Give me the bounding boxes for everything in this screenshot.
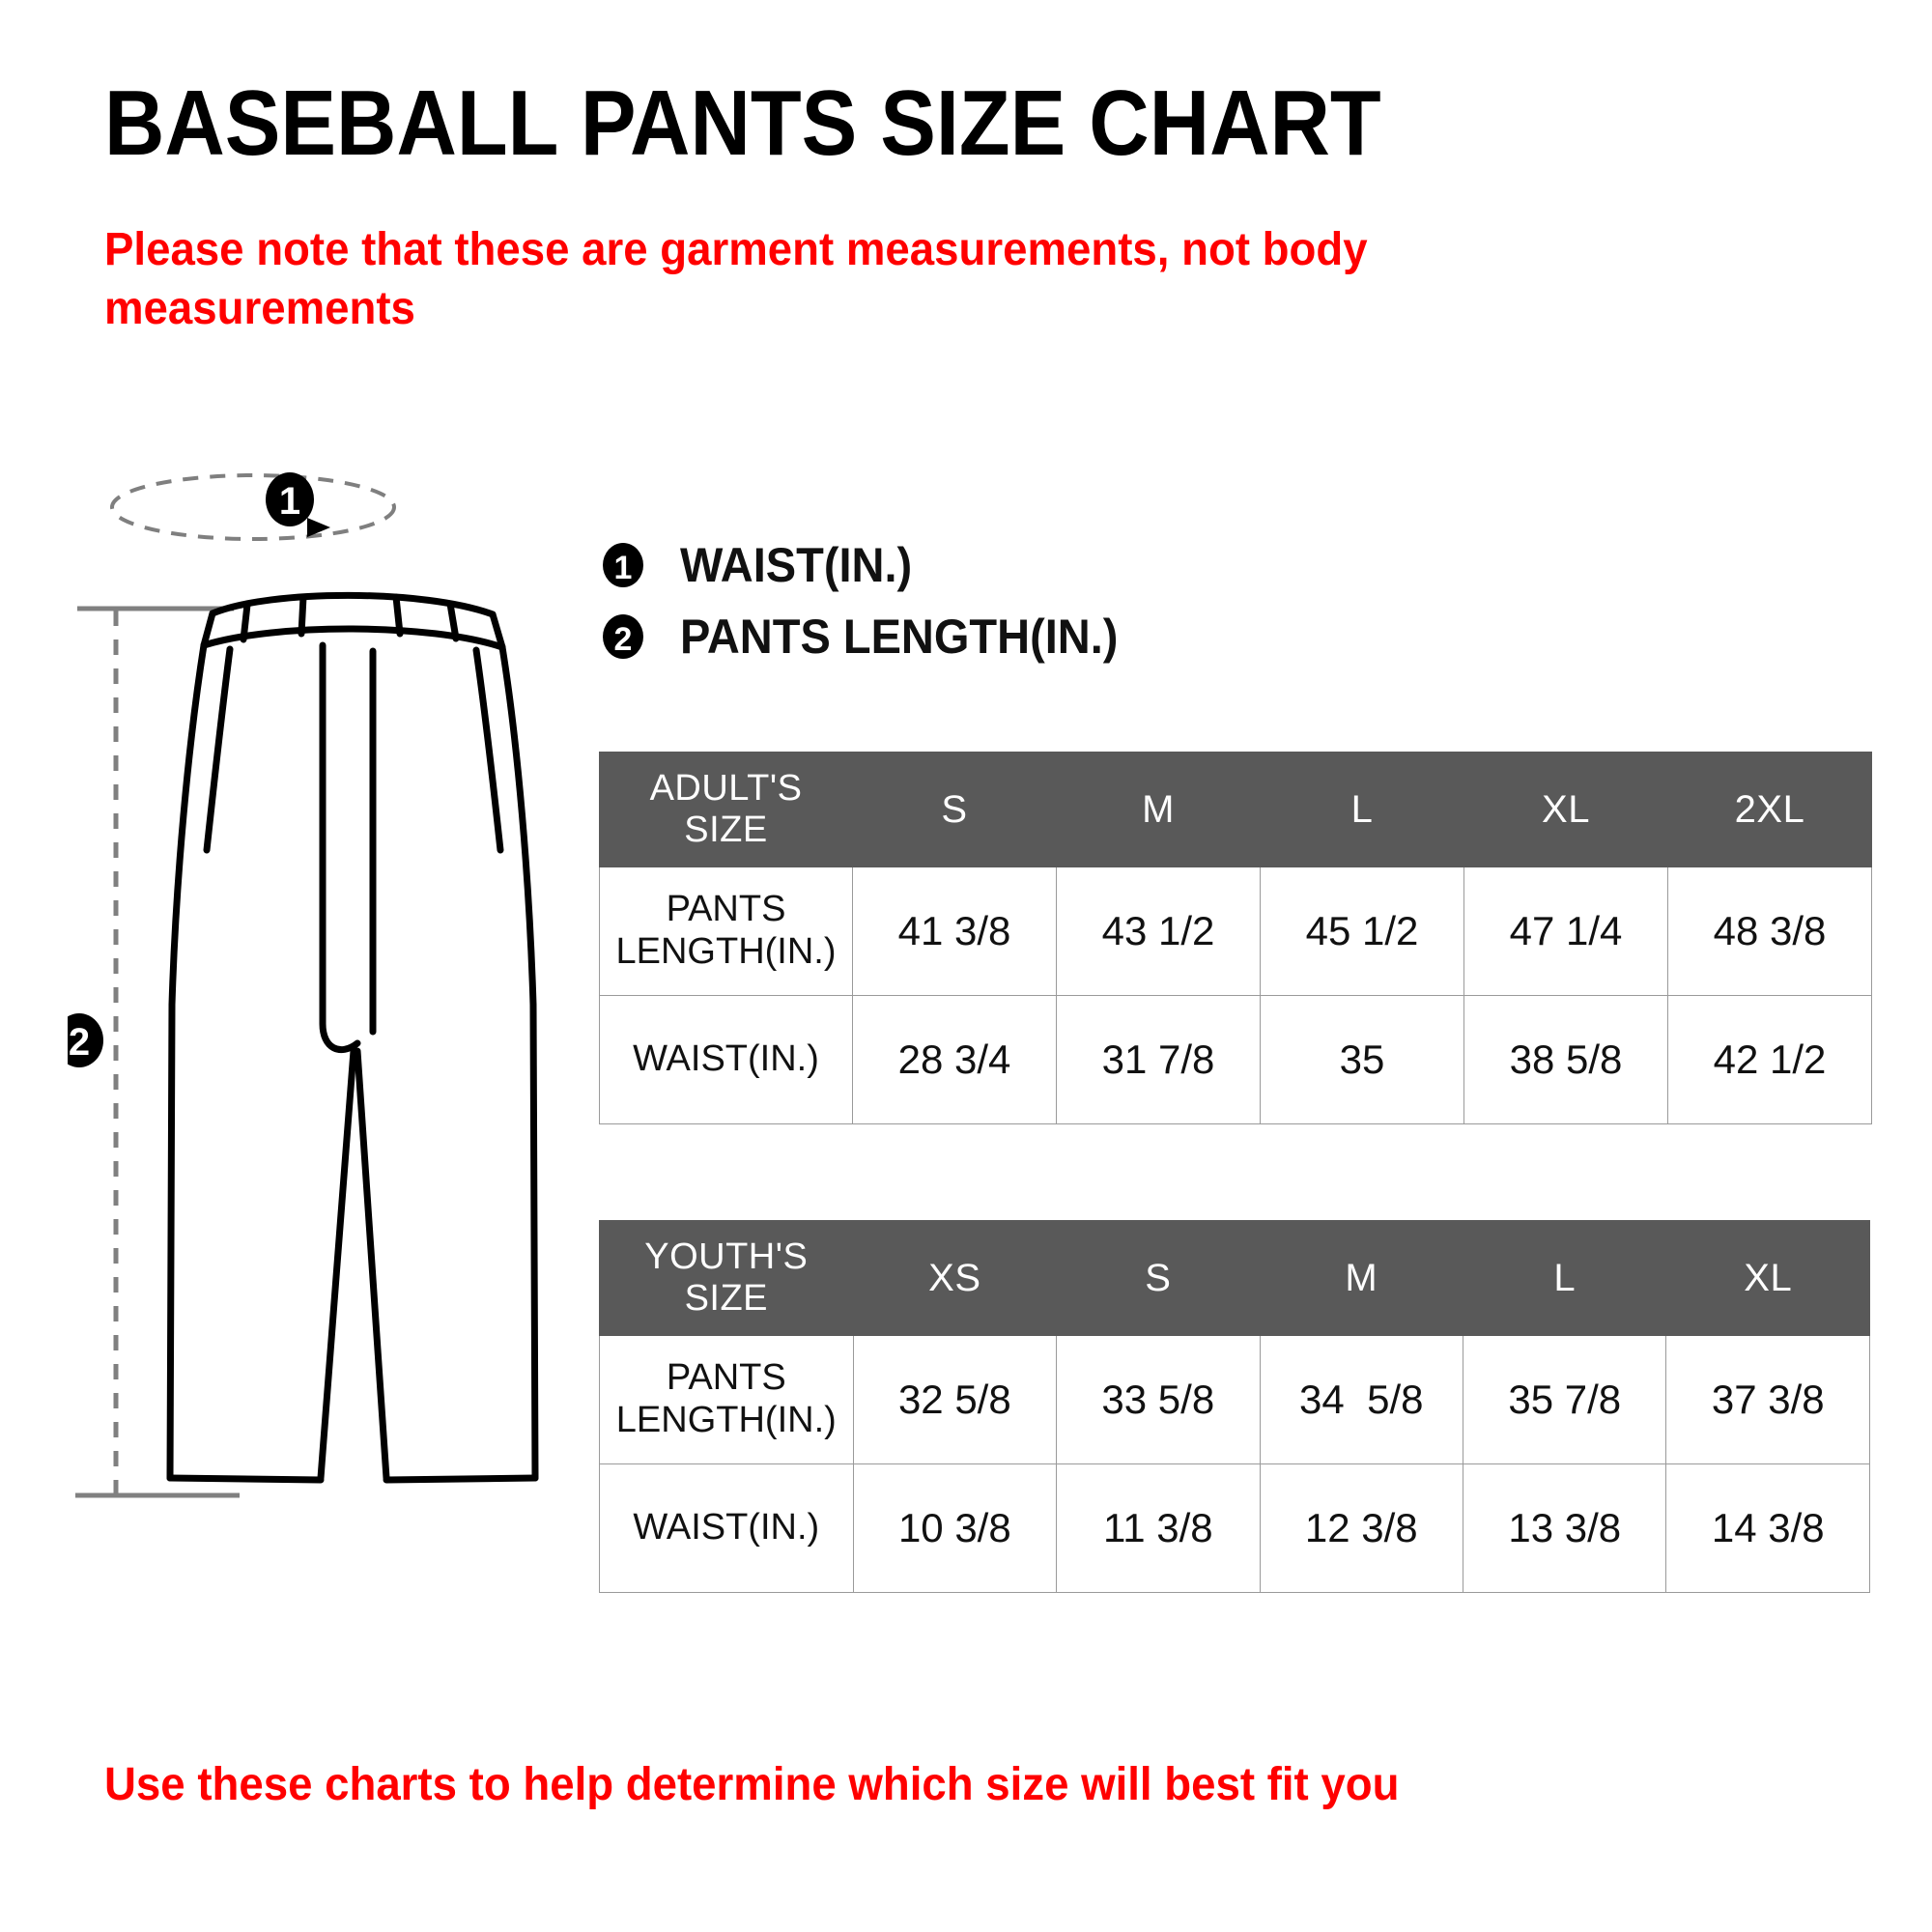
page-title: BASEBALL PANTS SIZE CHART — [104, 71, 1381, 175]
waistband-bottom — [200, 625, 506, 651]
svg-text:2: 2 — [69, 1021, 90, 1064]
adult-waist-2xl: 42 1/2 — [1667, 995, 1872, 1124]
svg-text:1: 1 — [279, 480, 300, 523]
measurement-legend: 1 WAIST(IN.) 2 PANTS LENGTH(IN.) — [601, 529, 1296, 672]
belt-loop-right2 — [392, 593, 404, 638]
belt-loop-left — [240, 601, 251, 643]
sizing-help-note: Use these charts to help determine which… — [104, 1759, 1400, 1810]
legend-item-pants-length: 2 PANTS LENGTH(IN.) — [601, 601, 1296, 672]
youth-waist-l: 13 3/8 — [1462, 1463, 1667, 1593]
youth-pants-length-s: 33 5/8 — [1056, 1335, 1261, 1464]
adult-pants-length-label-line2: LENGTH(IN.) — [615, 931, 837, 972]
svg-text:1: 1 — [614, 550, 633, 586]
legend-label-waist: WAIST(IN.) — [680, 538, 913, 592]
adult-waist-xl: 38 5/8 — [1463, 995, 1668, 1124]
waist-marker-1: 1 — [266, 472, 314, 526]
youth-waist-label: WAIST(IN.) — [599, 1463, 854, 1593]
left-hem — [166, 1474, 325, 1484]
right-pocket — [472, 646, 504, 854]
belt-loop-left2 — [298, 593, 307, 638]
left-pocket — [203, 645, 234, 854]
adult-size-col-l: L — [1260, 752, 1464, 867]
youth-size-header-line2: SIZE — [684, 1278, 769, 1319]
adult-size-col-m: M — [1056, 752, 1261, 867]
youth-pants-length-xl: 37 3/8 — [1665, 1335, 1870, 1464]
legend-label-pants-length: PANTS LENGTH(IN.) — [680, 610, 1119, 664]
youth-pants-length-m: 34 5/8 — [1259, 1335, 1464, 1464]
youth-size-header: YOUTH'S SIZE — [599, 1220, 854, 1336]
inseam-right — [354, 1047, 390, 1482]
youth-pants-length-label-line1: PANTS — [666, 1357, 786, 1399]
right-hem — [383, 1474, 539, 1484]
youth-size-col-m: M — [1259, 1220, 1464, 1336]
adult-pants-length-label: PANTS LENGTH(IN.) — [599, 867, 853, 996]
adult-waist-l: 35 — [1260, 995, 1464, 1124]
table-row: WAIST(IN.) 28 3/4 31 7/8 35 38 5/8 42 1/… — [599, 995, 1872, 1124]
adult-waist-m: 31 7/8 — [1056, 995, 1261, 1124]
youth-size-col-xs: XS — [852, 1220, 1058, 1336]
youth-pants-length-label-line2: LENGTH(IN.) — [615, 1400, 837, 1440]
youth-size-col-l: L — [1462, 1220, 1667, 1336]
adult-size-col-s: S — [852, 752, 1057, 867]
adult-waist-s: 28 3/4 — [852, 995, 1057, 1124]
adult-size-table: ADULT'S SIZE S M L XL 2XL PANTS LENGTH(I… — [599, 752, 1872, 1124]
legend-marker-1-icon: 1 — [601, 543, 645, 587]
youth-table-header-row: YOUTH'S SIZE XS S M L XL — [599, 1220, 1870, 1336]
adult-table-header-row: ADULT'S SIZE S M L XL 2XL — [599, 752, 1872, 867]
youth-waist-s: 11 3/8 — [1056, 1463, 1261, 1593]
inseam-left — [317, 1047, 357, 1482]
legend-item-waist: 1 WAIST(IN.) — [601, 529, 1296, 601]
belt-loop-right — [446, 600, 460, 642]
length-marker-2: 2 — [68, 1013, 103, 1067]
adult-size-col-xl: XL — [1463, 752, 1668, 867]
adult-pants-length-xl: 47 1/4 — [1463, 867, 1668, 996]
waist-arrow-icon — [307, 518, 330, 537]
adult-waist-label: WAIST(IN.) — [599, 995, 853, 1124]
youth-waist-xl: 14 3/8 — [1665, 1463, 1870, 1593]
right-outseam — [498, 643, 539, 1482]
adult-pants-length-m: 43 1/2 — [1056, 867, 1261, 996]
fly-line — [319, 641, 361, 1054]
waist-ellipse-icon — [110, 473, 396, 541]
waistband-top — [209, 591, 497, 618]
youth-size-table: YOUTH'S SIZE XS S M L XL PANTS LENGTH(IN… — [599, 1220, 1870, 1593]
garment-measurement-note: Please note that these are garment measu… — [104, 224, 1368, 335]
svg-text:2: 2 — [614, 621, 633, 658]
youth-size-col-xl: XL — [1665, 1220, 1870, 1336]
adult-size-header: ADULT'S SIZE — [599, 752, 853, 867]
youth-pants-length-xs: 32 5/8 — [852, 1335, 1058, 1464]
youth-pants-length-l: 35 7/8 — [1462, 1335, 1667, 1464]
legend-marker-2-icon: 2 — [601, 614, 645, 659]
adult-size-col-2xl: 2XL — [1667, 752, 1872, 867]
youth-pants-length-label: PANTS LENGTH(IN.) — [599, 1335, 854, 1464]
adult-pants-length-s: 41 3/8 — [852, 867, 1057, 996]
youth-waist-xs: 10 3/8 — [852, 1463, 1058, 1593]
table-row: PANTS LENGTH(IN.) 41 3/8 43 1/2 45 1/2 4… — [599, 867, 1872, 996]
adult-pants-length-2xl: 48 3/8 — [1667, 867, 1872, 996]
adult-pants-length-label-line1: PANTS — [666, 889, 786, 930]
adult-size-header-line1: ADULT'S — [649, 768, 803, 810]
youth-waist-m: 12 3/8 — [1259, 1463, 1464, 1593]
table-row: WAIST(IN.) 10 3/8 11 3/8 12 3/8 13 3/8 1… — [599, 1463, 1870, 1593]
adult-size-header-line2: SIZE — [684, 810, 768, 850]
adult-pants-length-l: 45 1/2 — [1260, 867, 1464, 996]
table-row: PANTS LENGTH(IN.) 32 5/8 33 5/8 34 5/8 3… — [599, 1335, 1870, 1464]
youth-size-header-line1: YOUTH'S — [644, 1236, 809, 1278]
pants-diagram: 1 2 — [68, 425, 570, 1613]
youth-size-col-s: S — [1056, 1220, 1261, 1336]
left-outseam — [166, 641, 208, 1482]
